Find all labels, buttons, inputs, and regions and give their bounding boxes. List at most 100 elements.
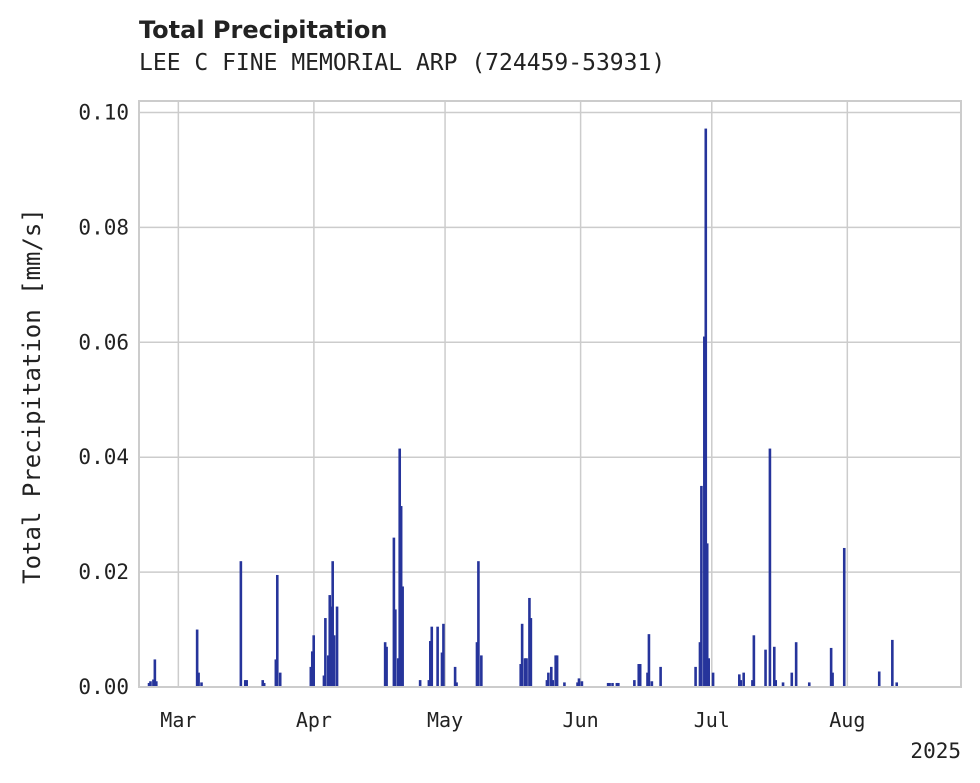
- precip-bar: [523, 658, 527, 687]
- precip-bar: [633, 680, 636, 687]
- precip-bar: [738, 674, 741, 687]
- precip-bar: [455, 682, 458, 687]
- precip-bar: [705, 543, 709, 687]
- precip-bar: [440, 652, 444, 687]
- x-tick-label: Aug: [829, 708, 865, 732]
- y-axis-label: Total Precipitation [mm/s]: [18, 208, 46, 584]
- precip-bar: [328, 595, 332, 687]
- precip-bar: [752, 635, 756, 687]
- precip-bar: [396, 658, 400, 687]
- precip-bar: [392, 537, 396, 687]
- chart-title: Total Precipitation: [139, 16, 388, 44]
- precip-bar: [398, 448, 402, 687]
- precip-bar: [555, 655, 559, 687]
- precip-bar: [261, 680, 265, 687]
- precip-bar: [895, 682, 899, 687]
- precip-bar: [200, 682, 203, 687]
- precip-bar: [427, 680, 431, 687]
- y-tick-label: 0.08: [78, 215, 129, 239]
- precip-bar: [608, 682, 611, 687]
- precip-bar: [520, 623, 524, 687]
- precip-bar: [577, 678, 581, 687]
- precip-bar: [312, 635, 316, 687]
- y-tick-label: 0.02: [78, 560, 129, 584]
- x-tick-label: Jun: [563, 708, 599, 732]
- precip-bar: [551, 680, 555, 687]
- precip-bar: [611, 682, 614, 687]
- precip-bar: [278, 672, 282, 687]
- x-tick-label: Jul: [694, 708, 730, 732]
- precip-bar: [739, 680, 743, 687]
- precip-bar: [243, 680, 247, 687]
- x-tick-label: May: [427, 708, 463, 732]
- precip-bar: [829, 647, 833, 687]
- y-tick-label: 0.10: [78, 100, 129, 124]
- precip-bar: [781, 682, 785, 687]
- precip-bar: [707, 658, 711, 687]
- precip-bar: [877, 671, 881, 687]
- precip-bar: [149, 681, 152, 687]
- precip-bar: [606, 682, 610, 687]
- precip-bar: [698, 642, 702, 687]
- precip-bar: [529, 618, 533, 687]
- year-label: 2025: [910, 739, 961, 763]
- precip-bar: [239, 561, 243, 687]
- precip-bar: [742, 672, 745, 687]
- precip-bar: [331, 561, 334, 687]
- precip-bar: [659, 666, 662, 687]
- precip-bar: [262, 682, 266, 687]
- precip-bar: [764, 649, 767, 687]
- precip-bar: [703, 336, 706, 687]
- precip-bar: [525, 658, 528, 687]
- precip-bar: [891, 639, 894, 687]
- precip-bar: [327, 655, 330, 687]
- precip-bar: [274, 659, 278, 687]
- precip-bar: [547, 672, 550, 687]
- precip-bar: [550, 666, 553, 687]
- precip-bar: [751, 680, 754, 687]
- precip-bar: [480, 655, 483, 687]
- precip-bar: [528, 597, 531, 687]
- precip-bar: [768, 448, 772, 687]
- precip-bar: [704, 128, 708, 687]
- precip-bar: [418, 680, 422, 687]
- y-tick-label: 0.04: [78, 445, 129, 469]
- precip-bar: [385, 646, 388, 687]
- precip-bar: [332, 635, 336, 687]
- plot-frame: [138, 100, 962, 688]
- precip-bar: [329, 606, 333, 687]
- precip-bar: [309, 666, 313, 687]
- precip-bar: [195, 629, 199, 687]
- chart-subtitle: LEE C FINE MEMORIAL ARP (724459-53931): [139, 50, 666, 76]
- y-tick-label: 0.00: [78, 675, 129, 699]
- precip-bar: [576, 682, 579, 687]
- precip-bar: [475, 642, 479, 687]
- precip-bar: [399, 506, 403, 687]
- precip-bar: [153, 659, 157, 687]
- precip-bar: [155, 681, 158, 687]
- precip-bar: [477, 561, 480, 687]
- precip-bar: [545, 680, 549, 687]
- precip-bar: [650, 681, 654, 687]
- precip-bar: [563, 682, 566, 687]
- precip-bar: [442, 623, 445, 687]
- precip-bar: [335, 606, 339, 687]
- precip-bar: [519, 664, 522, 687]
- precip-bar: [794, 642, 798, 687]
- precip-bar: [646, 672, 649, 687]
- precip-bar: [774, 680, 778, 687]
- precip-bar: [647, 634, 651, 687]
- precip-bar: [807, 682, 811, 687]
- precip-bar: [152, 679, 155, 687]
- precip-bar: [580, 681, 584, 687]
- precip-bar: [430, 626, 434, 687]
- precip-bar: [324, 618, 327, 687]
- precip-bar: [245, 680, 248, 687]
- precip-bar: [772, 646, 776, 687]
- precip-bar: [401, 586, 404, 687]
- precip-bar: [453, 666, 457, 687]
- precip-bar: [275, 574, 279, 687]
- precip-bar: [322, 675, 326, 687]
- precip-bar: [383, 642, 387, 687]
